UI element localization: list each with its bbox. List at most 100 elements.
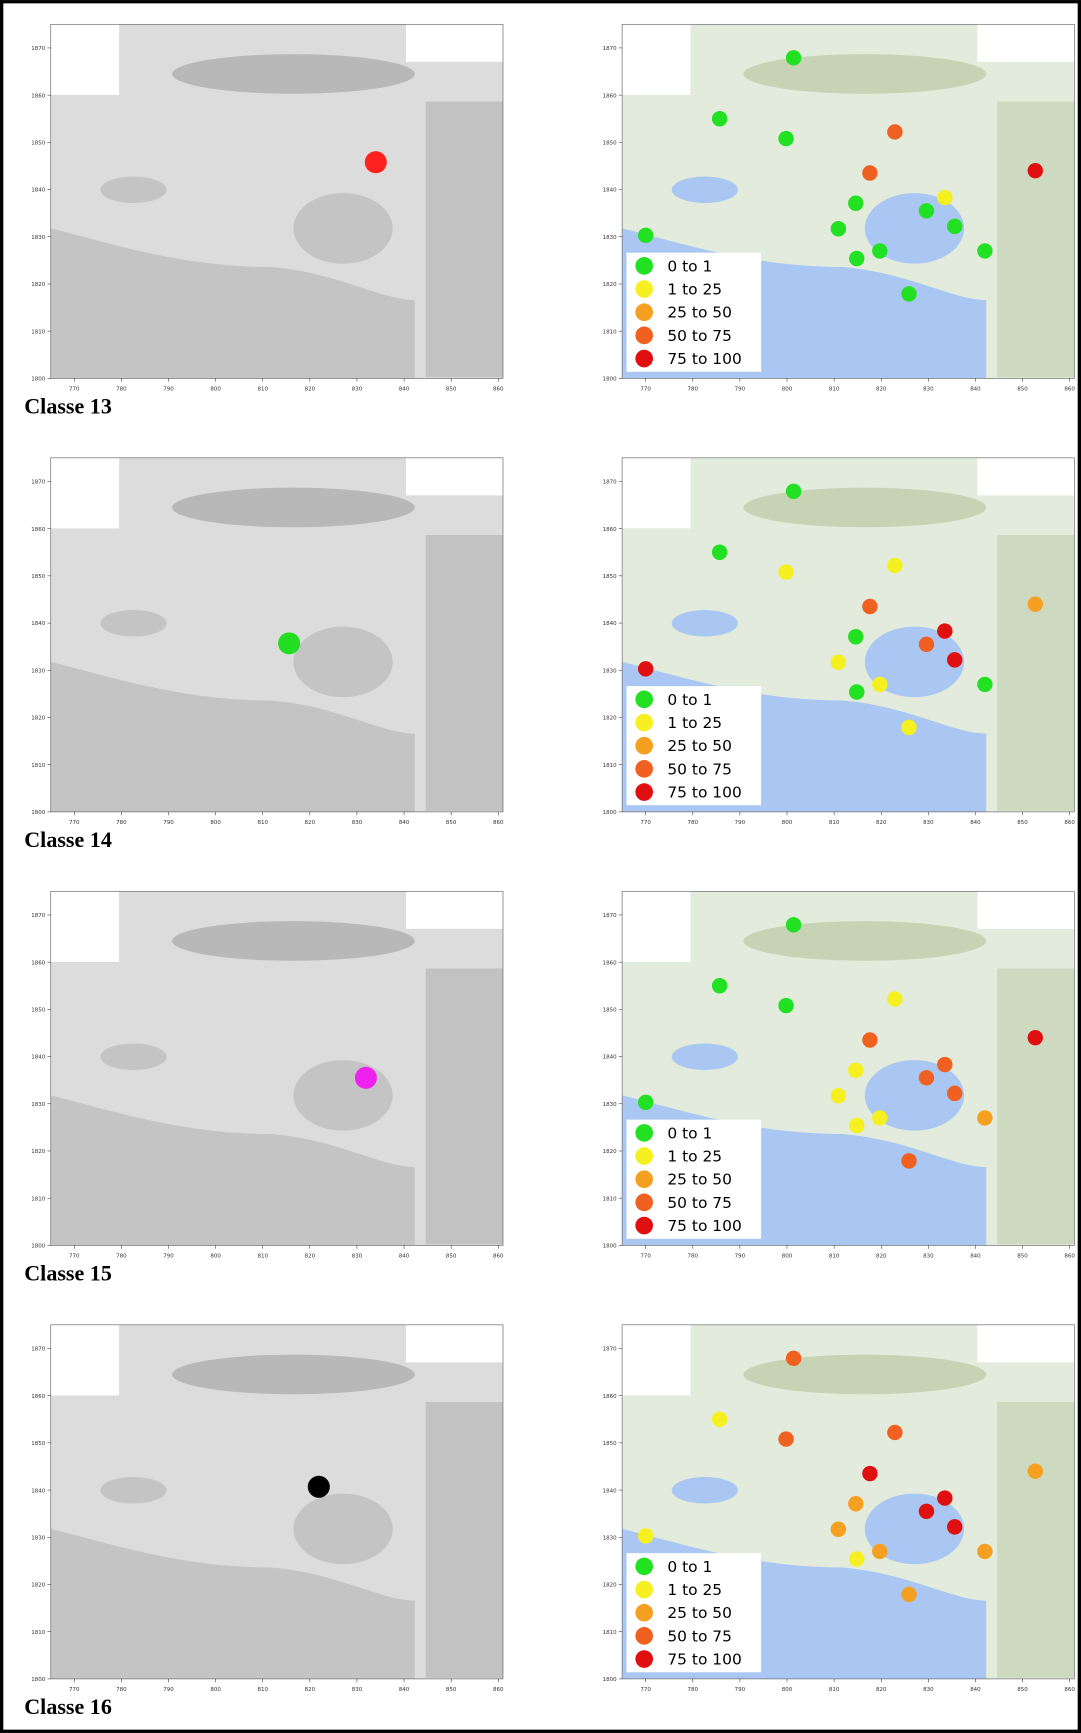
y-tick-label: 1830	[603, 1102, 617, 1108]
x-tick-label: 840	[970, 1254, 981, 1260]
station-dot	[919, 637, 934, 652]
station-dot	[831, 1088, 846, 1103]
x-tick-label: 820	[305, 820, 316, 826]
legend-swatch	[635, 691, 653, 709]
y-tick-label: 1810	[603, 1630, 617, 1636]
x-tick-label: 790	[163, 387, 174, 393]
station-dot	[862, 1466, 877, 1481]
y-tick-label: 1850	[603, 1008, 617, 1014]
y-tick-label: 1820	[31, 716, 45, 722]
map-relief	[997, 969, 1074, 1245]
x-tick-label: 860	[1064, 1687, 1075, 1693]
station-dot	[849, 1551, 864, 1566]
legend-label: 75 to 100	[667, 1217, 741, 1235]
legend-swatch	[635, 714, 653, 732]
y-tick-label: 1840	[603, 1488, 617, 1494]
x-tick-label: 810	[257, 1254, 268, 1260]
map	[51, 458, 503, 812]
map-blank	[977, 458, 1074, 496]
station-dot	[638, 1095, 653, 1110]
x-tick-label: 780	[116, 820, 127, 826]
station-dot	[786, 917, 801, 932]
y-tick-label: 1860	[603, 93, 617, 99]
map-blank	[51, 891, 119, 962]
legend-swatch	[635, 350, 653, 368]
y-tick-label: 1800	[31, 377, 45, 383]
station-dot	[638, 1528, 653, 1543]
y-tick-label: 1800	[31, 1677, 45, 1683]
station-dot	[887, 991, 902, 1006]
legend-label: 75 to 100	[667, 1651, 741, 1669]
x-tick-label: 840	[399, 820, 410, 826]
y-tick-label: 1840	[31, 1055, 45, 1061]
y-tick-label: 1810	[603, 329, 617, 335]
x-tick-label: 860	[493, 387, 504, 393]
station-dot	[712, 978, 727, 993]
y-tick-label: 1820	[603, 716, 617, 722]
x-tick-label: 810	[829, 1254, 840, 1260]
x-tick-label: 840	[970, 820, 981, 826]
station-dot	[712, 545, 727, 560]
map	[51, 891, 503, 1245]
map-hills	[172, 921, 415, 961]
station-dot	[849, 1118, 864, 1133]
legend-swatch	[635, 1170, 653, 1188]
station-dot	[872, 677, 887, 692]
map-lagoon	[293, 193, 392, 264]
map-hills	[172, 54, 415, 94]
y-tick-label: 1810	[603, 763, 617, 769]
y-tick-label: 1870	[603, 1347, 617, 1353]
map-hills	[172, 488, 415, 528]
y-tick-label: 1850	[31, 1441, 45, 1447]
y-tick-label: 1860	[31, 1394, 45, 1400]
x-tick-label: 860	[493, 1254, 504, 1260]
y-tick-label: 1870	[31, 46, 45, 52]
station-dot	[977, 1544, 992, 1559]
x-tick-label: 850	[1017, 820, 1028, 826]
x-tick-label: 840	[970, 1687, 981, 1693]
y-tick-label: 1820	[603, 1583, 617, 1589]
y-tick-label: 1840	[603, 188, 617, 194]
class-marker	[308, 1476, 330, 1498]
x-tick-label: 820	[876, 1687, 887, 1693]
x-tick-label: 820	[876, 1254, 887, 1260]
legend-label: 0 to 1	[667, 257, 712, 275]
station-dot	[977, 1110, 992, 1125]
station-dot	[638, 228, 653, 243]
y-tick-label: 1860	[603, 1394, 617, 1400]
x-tick-label: 830	[923, 1687, 934, 1693]
x-tick-label: 830	[352, 1254, 363, 1260]
map-blank	[406, 458, 503, 496]
station-dot	[778, 1431, 793, 1446]
legend-swatch	[635, 760, 653, 778]
legend-label: 50 to 75	[667, 760, 732, 778]
x-tick-label: 770	[640, 387, 651, 393]
map-relief	[426, 102, 503, 378]
map-lake	[672, 610, 738, 636]
legend-label: 1 to 25	[667, 1148, 722, 1166]
legend-label: 1 to 25	[667, 1581, 722, 1599]
y-tick-label: 1860	[31, 960, 45, 966]
x-tick-label: 820	[876, 820, 887, 826]
y-tick-label: 1830	[603, 668, 617, 674]
x-tick-label: 800	[210, 387, 221, 393]
y-tick-label: 1840	[31, 621, 45, 627]
x-tick-label: 810	[829, 1687, 840, 1693]
x-tick-label: 790	[163, 1687, 174, 1693]
map-blank	[406, 891, 503, 929]
x-tick-label: 780	[688, 820, 699, 826]
x-tick-label: 770	[69, 387, 80, 393]
x-tick-label: 850	[1017, 387, 1028, 393]
x-tick-label: 790	[735, 387, 746, 393]
map-blank	[977, 24, 1074, 62]
page: 770 780 790 800 810 820 830 840 850 860 1800 1810 18…	[0, 0, 1081, 1733]
station-dot	[872, 1110, 887, 1125]
station-dot	[947, 1519, 962, 1534]
station-dot	[849, 684, 864, 699]
x-tick-label: 770	[640, 1687, 651, 1693]
y-tick-label: 1850	[31, 1008, 45, 1014]
map-relief	[426, 1402, 503, 1678]
map-relief	[997, 535, 1074, 811]
y-tick-label: 1860	[603, 960, 617, 966]
figure: 770 780 790 800 810 820 830 840 850 860 1800 1810 18…	[0, 0, 1081, 1733]
